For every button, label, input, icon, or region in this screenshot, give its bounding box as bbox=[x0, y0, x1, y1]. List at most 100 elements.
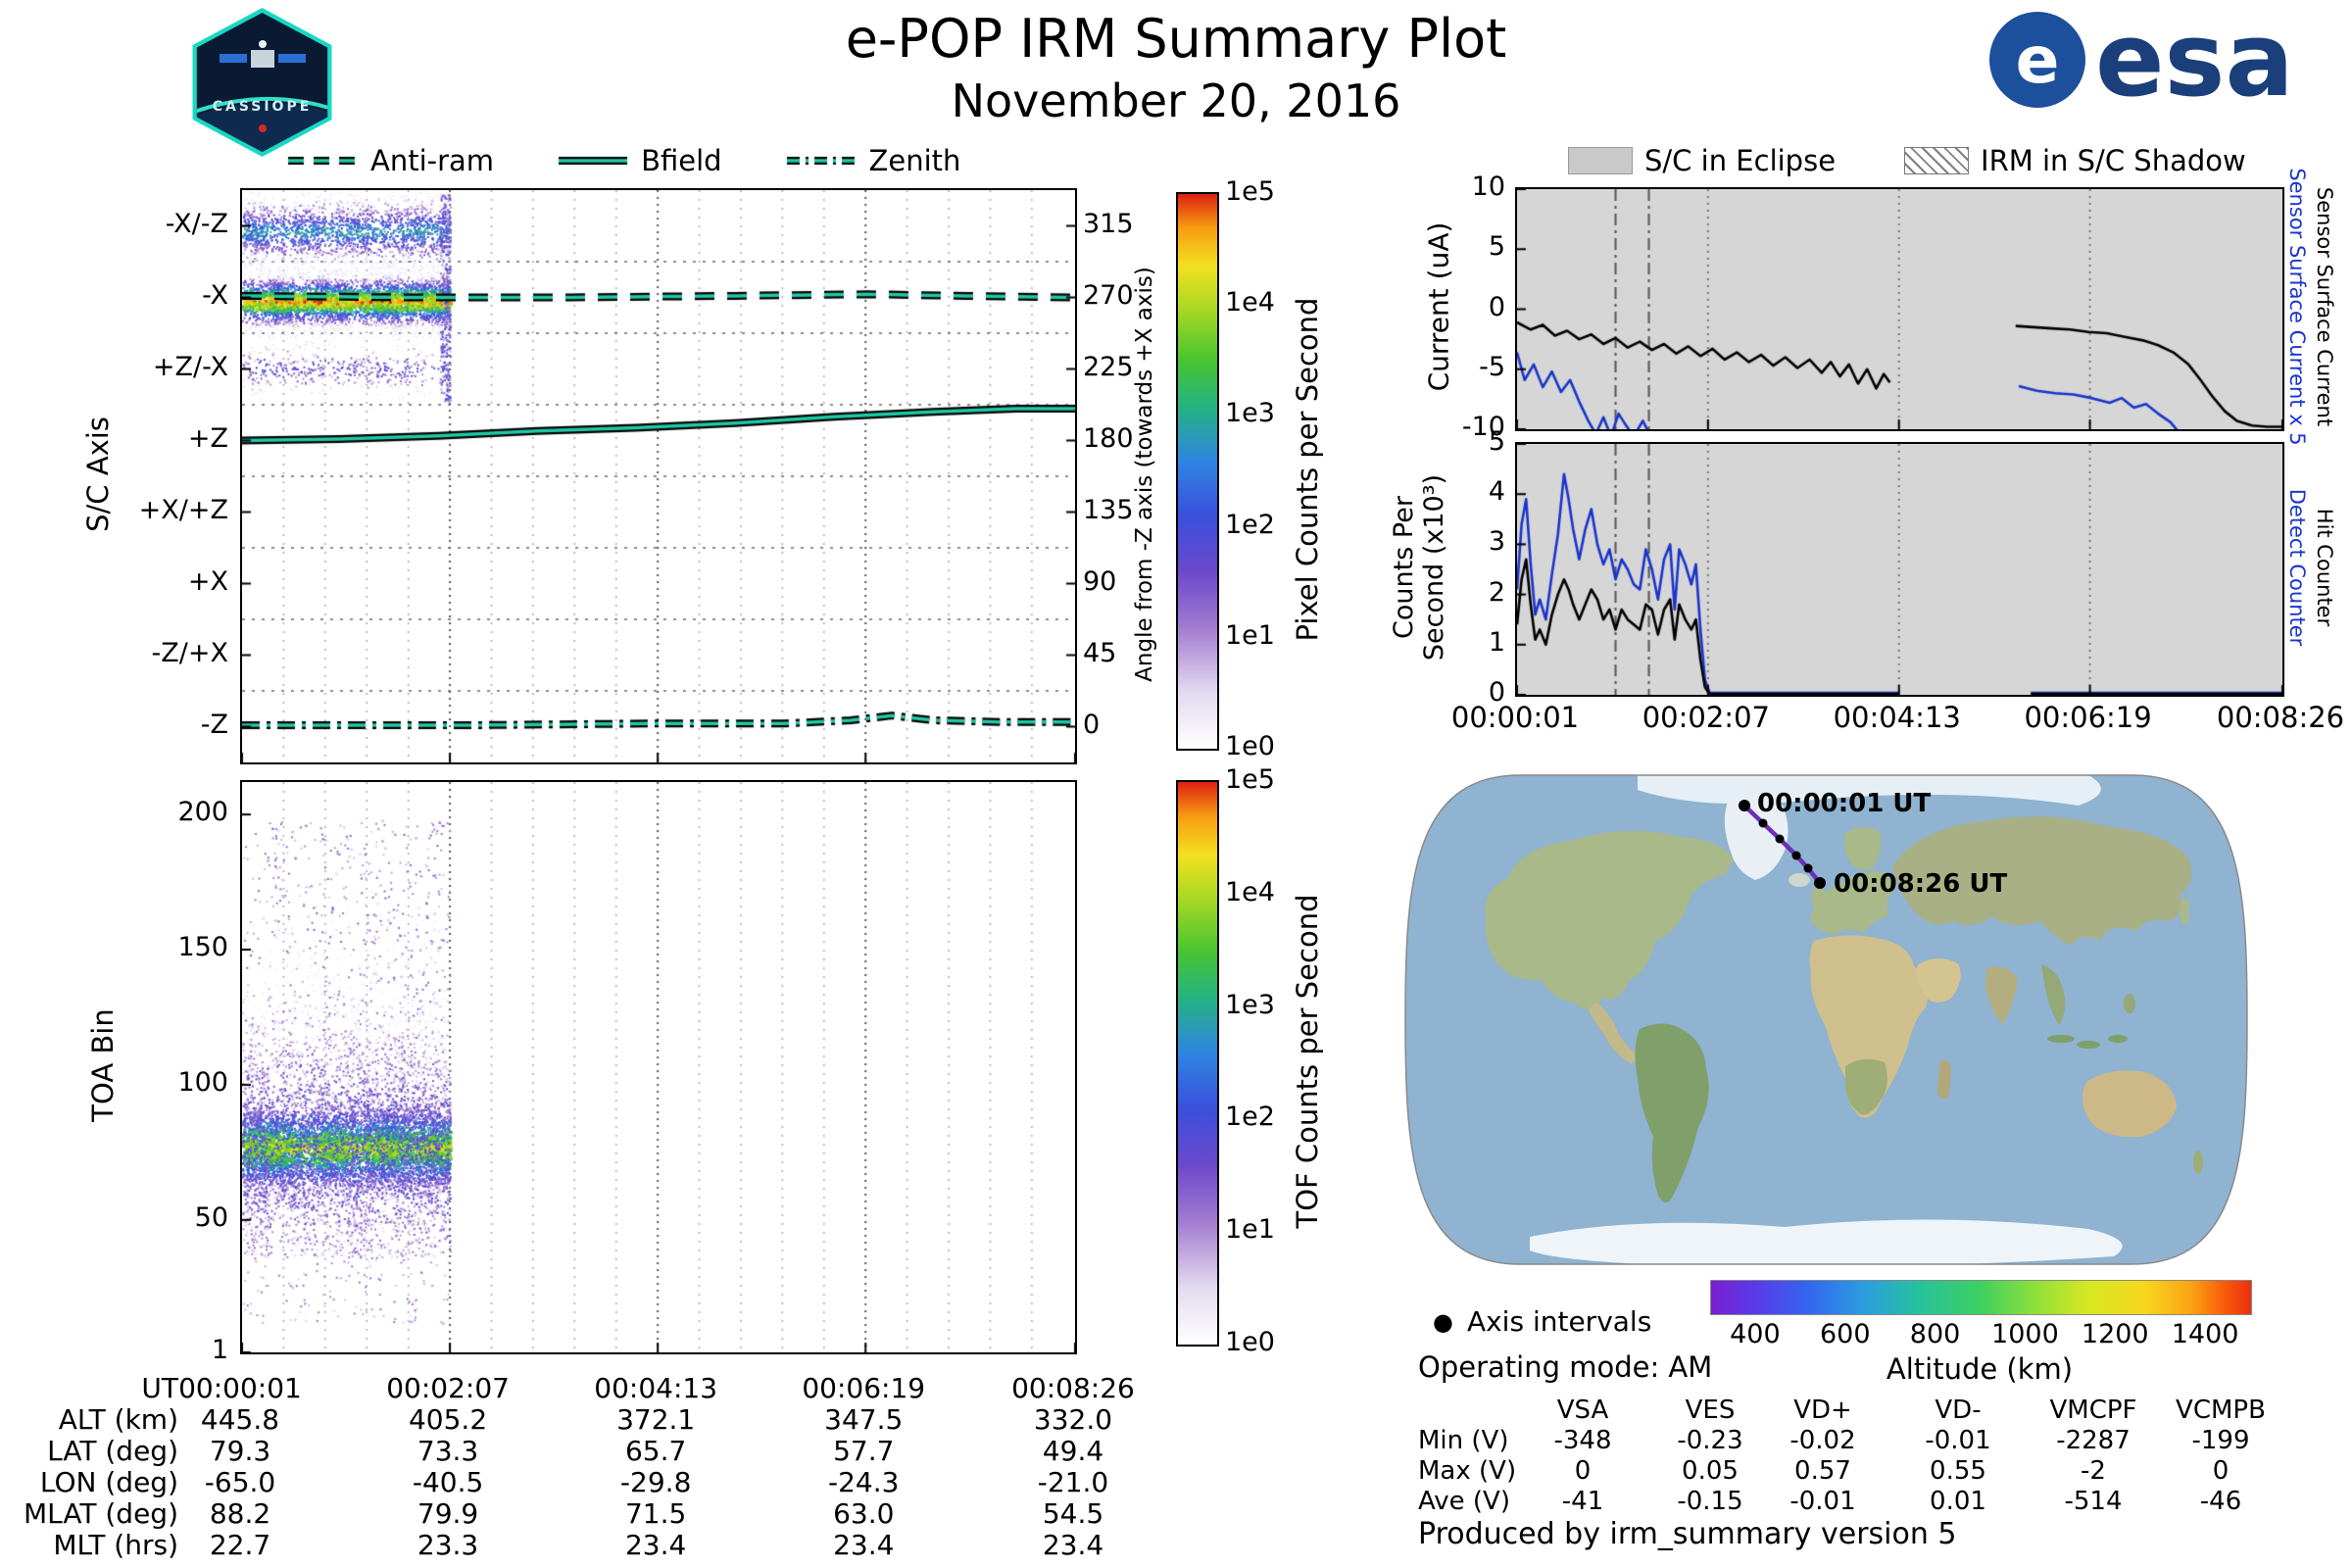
axis-intervals-dot-icon: ● bbox=[1433, 1307, 1453, 1336]
voltage-cell: -41 bbox=[1561, 1487, 1604, 1516]
new-zealand bbox=[2193, 1151, 2203, 1174]
horizon-glow bbox=[196, 96, 328, 117]
toa-tick-label: 100 bbox=[177, 1066, 228, 1098]
greenland bbox=[1724, 796, 1788, 880]
voltage-cell: -199 bbox=[2191, 1426, 2250, 1455]
ephemeris-cell: 23.4 bbox=[624, 1529, 687, 1561]
ground-track: 00:00:01 UT 00:08:26 UT bbox=[1739, 789, 2008, 899]
esa-logo-e: e bbox=[2015, 22, 2060, 98]
sc-axis-row-label: +Z/-X bbox=[152, 351, 228, 382]
pixel-colorbar-tick: 1e2 bbox=[1225, 509, 1275, 540]
ephemeris-cell: 79.3 bbox=[209, 1435, 271, 1467]
voltage-cell: 0.05 bbox=[1682, 1456, 1739, 1486]
indonesia-1 bbox=[2047, 1035, 2075, 1043]
toa-tick-label: 150 bbox=[177, 932, 228, 962]
tof-colorbar-tick: 1e5 bbox=[1225, 764, 1275, 795]
altitude-colorbar-label: Altitude (km) bbox=[1886, 1352, 2074, 1386]
track-point bbox=[1803, 863, 1813, 873]
page-title: e-POP IRM Summary Plot bbox=[845, 8, 1507, 70]
world-map-svg: 00:00:01 UT 00:08:26 UT bbox=[1404, 774, 2248, 1265]
voltage-col-header: VD+ bbox=[1793, 1396, 1852, 1425]
solid-line-sample bbox=[557, 152, 630, 170]
voltage-cell: 0 bbox=[2212, 1456, 2230, 1486]
arabia bbox=[1916, 958, 1961, 1003]
south-america bbox=[1635, 1023, 1709, 1203]
counts-ytick-label: 2 bbox=[1488, 576, 1505, 608]
altitude-tick-label: 1400 bbox=[2171, 1319, 2239, 1349]
ephemeris-row-label: UT bbox=[141, 1372, 178, 1404]
track-time-label: 00:08:26 UT bbox=[1834, 869, 2008, 899]
ephemeris-cell: -21.0 bbox=[1037, 1466, 1109, 1498]
time-tick-label: 00:06:19 bbox=[2024, 701, 2152, 734]
footer-version-label: Produced by irm_summary version 5 bbox=[1418, 1517, 1957, 1551]
north-america bbox=[1485, 830, 1734, 1010]
voltage-cell: -0.23 bbox=[1677, 1426, 1743, 1455]
current-ytick-label: 5 bbox=[1488, 231, 1505, 263]
indonesia-2 bbox=[2077, 1041, 2100, 1049]
philippines bbox=[2124, 994, 2135, 1013]
current-ytick-label: 0 bbox=[1488, 291, 1505, 322]
ephemeris-cell: 00:08:26 bbox=[1011, 1372, 1135, 1404]
voltage-cell: -514 bbox=[2064, 1487, 2123, 1516]
ephemeris-cell: 405.2 bbox=[408, 1403, 488, 1436]
ephemeris-row-label: LAT (deg) bbox=[47, 1435, 178, 1467]
ephemeris-cell: 00:00:01 bbox=[178, 1372, 302, 1404]
shadow-legend-item: IRM in S/C Shadow bbox=[1904, 144, 2246, 177]
voltage-col-header: VCMPB bbox=[2176, 1396, 2266, 1425]
altitude-tick-label: 600 bbox=[1819, 1319, 1871, 1349]
ephemeris-cell: -29.8 bbox=[619, 1466, 692, 1498]
track-time-label: 00:00:01 UT bbox=[1757, 789, 1932, 818]
eclipse-legend: S/C in Eclipse IRM in S/C Shadow bbox=[1568, 144, 2246, 177]
continents bbox=[1485, 775, 2203, 1264]
central-america bbox=[1589, 1002, 1640, 1064]
voltage-cell: -2 bbox=[2081, 1456, 2106, 1486]
tof-counts-colorbar bbox=[1176, 780, 1219, 1347]
pixel-counts-colorbar-label: Pixel Counts per Second bbox=[1291, 297, 1324, 642]
ephemeris-cell: 00:06:19 bbox=[802, 1372, 926, 1404]
axis-intervals-legend: ● Axis intervals bbox=[1433, 1305, 1651, 1338]
sensor-current-plot-canvas bbox=[1515, 187, 2284, 431]
track-point bbox=[1775, 834, 1785, 844]
altitude-tick-label: 800 bbox=[1909, 1319, 1961, 1349]
dashdot-line-sample bbox=[784, 152, 858, 170]
legend-label: Zenith bbox=[868, 144, 961, 177]
sc-axis-row-label: +Z bbox=[187, 422, 228, 454]
madagascar bbox=[1937, 1059, 1951, 1100]
voltage-row-label: Ave (V) bbox=[1418, 1487, 1510, 1516]
ephemeris-cell: 00:02:07 bbox=[386, 1372, 510, 1404]
ephemeris-cell: 71.5 bbox=[624, 1497, 687, 1530]
iceland bbox=[1788, 873, 1810, 887]
track-point bbox=[1758, 818, 1768, 828]
altitude-tick-label: 1200 bbox=[2081, 1319, 2149, 1349]
angle-tick-label: 225 bbox=[1083, 351, 1134, 382]
shadow-swatch bbox=[1904, 147, 1970, 174]
axis-intervals-label: Axis intervals bbox=[1466, 1305, 1652, 1338]
toa-tick-label: 1 bbox=[211, 1335, 228, 1365]
current-ytick-label: -5 bbox=[1479, 351, 1505, 382]
cassiope-logo: CASSIOPE bbox=[192, 8, 332, 157]
voltage-cell: -2287 bbox=[2056, 1426, 2131, 1455]
counts-ytick-label: 3 bbox=[1488, 526, 1505, 558]
angle-tick-label: 315 bbox=[1083, 208, 1134, 239]
eclipse-legend-item: S/C in Eclipse bbox=[1568, 144, 1836, 177]
toa-ylabel: TOA Bin bbox=[86, 1008, 120, 1122]
angle-tick-label: 270 bbox=[1083, 279, 1134, 311]
voltage-row-label: Max (V) bbox=[1418, 1456, 1517, 1486]
counts-ytick-label: 4 bbox=[1488, 476, 1505, 508]
voltage-col-header: VMCPF bbox=[2049, 1396, 2137, 1425]
voltage-col-header: VD- bbox=[1935, 1396, 1982, 1425]
legend-label: Anti-ram bbox=[370, 144, 495, 177]
pixel-counts-colorbar bbox=[1176, 192, 1219, 751]
counts-ytick-label: 0 bbox=[1488, 677, 1505, 708]
voltage-cell: -0.01 bbox=[1925, 1426, 1991, 1455]
australia bbox=[2082, 1070, 2177, 1138]
altitude-tick-label: 400 bbox=[1730, 1319, 1781, 1349]
ephemeris-row-label: LON (deg) bbox=[39, 1466, 178, 1498]
sc-axis-row-label: +X/+Z bbox=[138, 494, 228, 525]
voltage-cell: 0.55 bbox=[1930, 1456, 1986, 1486]
operating-mode-label: Operating mode: AM bbox=[1418, 1350, 1713, 1384]
esa-logo: e esa bbox=[1989, 9, 2294, 111]
ephemeris-cell: 65.7 bbox=[624, 1435, 687, 1467]
voltage-cell: 0.01 bbox=[1930, 1487, 1986, 1516]
